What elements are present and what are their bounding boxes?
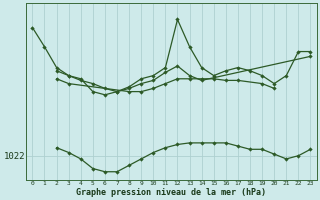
X-axis label: Graphe pression niveau de la mer (hPa): Graphe pression niveau de la mer (hPa) (76, 188, 267, 197)
